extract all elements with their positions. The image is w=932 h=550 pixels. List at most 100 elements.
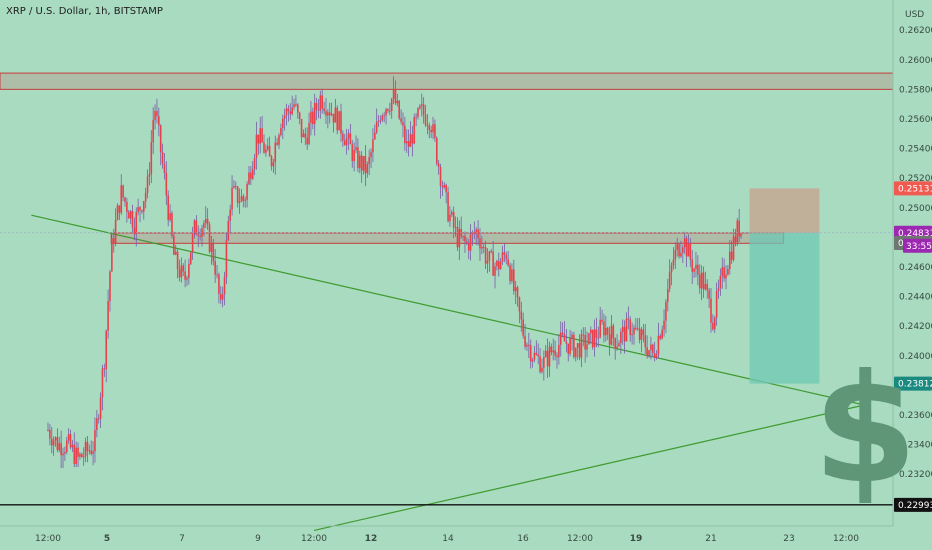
candle-body [533, 352, 536, 360]
candle-body [375, 121, 378, 133]
candle-body [586, 344, 588, 350]
candle-body [353, 150, 355, 162]
zone-layer [0, 72, 894, 244]
candle-body [210, 243, 213, 252]
candle-body [364, 156, 367, 174]
candle-body [255, 134, 258, 158]
candle-body [265, 149, 267, 153]
candle-body [173, 235, 175, 255]
candle-body [400, 118, 402, 122]
candle-body [516, 287, 519, 298]
candle-body [73, 444, 76, 464]
candle-body [424, 114, 427, 125]
x-tick-label: 7 [179, 534, 185, 544]
x-tick-label: 12 [365, 534, 378, 544]
candle-body [482, 246, 485, 248]
candle-body [417, 108, 419, 117]
candle-body [580, 334, 583, 358]
candle-body [655, 354, 658, 358]
candle-body [79, 453, 81, 457]
candle-body [244, 199, 247, 201]
candle-body [435, 137, 438, 164]
candle-body [347, 133, 350, 139]
candle-body [81, 453, 83, 458]
candle-body [116, 205, 119, 220]
candle-body [332, 113, 335, 123]
candle-body [589, 329, 592, 334]
candle-body [101, 368, 104, 398]
candle-body [142, 201, 145, 212]
candle-body [90, 450, 92, 454]
candle-body [250, 172, 252, 179]
candle-body [725, 274, 727, 279]
candle-body [325, 111, 327, 116]
candle-body [552, 350, 555, 353]
candle-body [402, 121, 404, 126]
candle-body [268, 146, 271, 157]
candle-body [574, 347, 577, 357]
candle-body [559, 332, 562, 345]
candle-body [503, 252, 506, 255]
candle-body [567, 343, 570, 354]
candle-body [372, 139, 374, 153]
candle-body [736, 220, 739, 243]
chart-title: XRP / U.S. Dollar, 1h, BITSTAMP [6, 6, 163, 17]
candle-body [120, 185, 123, 213]
x-tick-label: 14 [442, 534, 454, 544]
candle-body [537, 354, 540, 357]
candle-body [208, 224, 211, 252]
candle-body [227, 220, 230, 241]
candle-body [345, 138, 348, 146]
candle-body [732, 236, 735, 260]
candle-body [698, 274, 701, 289]
candle-body [199, 235, 201, 237]
candle-body [321, 95, 324, 109]
candle-body [693, 268, 695, 272]
candle-body [276, 142, 278, 145]
time-axis[interactable]: 12:00 5 7 9 12:00 12 14 16 12:00 19 21 23 12:00 [0, 525, 893, 544]
candle-body [670, 265, 673, 273]
candle-body [96, 418, 98, 430]
candle-body [666, 288, 669, 302]
candle-body [88, 450, 91, 452]
candle-body [541, 367, 543, 372]
candle-body [126, 201, 128, 213]
candle-body [558, 344, 560, 358]
candle-body [548, 346, 551, 367]
candle-body [184, 271, 186, 280]
candle-body [449, 214, 451, 222]
candle-body [689, 243, 692, 260]
candle-body [240, 196, 243, 202]
candle-body [206, 218, 209, 225]
candle-body [358, 155, 361, 169]
candle-body [112, 238, 115, 244]
candle-body [466, 241, 468, 244]
x-tick-label: 19 [630, 534, 643, 544]
candle-body [644, 335, 647, 348]
candle-body [111, 238, 113, 272]
candle-body [697, 264, 699, 275]
trendline-2 [313, 404, 867, 532]
candle-body [492, 251, 494, 276]
candle-body [432, 124, 434, 133]
candle-body [75, 447, 77, 464]
candle-body [259, 128, 262, 144]
candle-body [94, 429, 96, 452]
candle-body [355, 147, 357, 151]
candle-body [306, 137, 308, 145]
resistance-zone [0, 72, 894, 90]
candle-body [204, 218, 207, 224]
candle-body [700, 272, 703, 289]
candle-body [201, 227, 203, 237]
candle-body [454, 226, 457, 228]
candle-body [629, 319, 632, 336]
candle-body [97, 418, 100, 420]
price-tag-label: 0.22993 [898, 501, 932, 511]
